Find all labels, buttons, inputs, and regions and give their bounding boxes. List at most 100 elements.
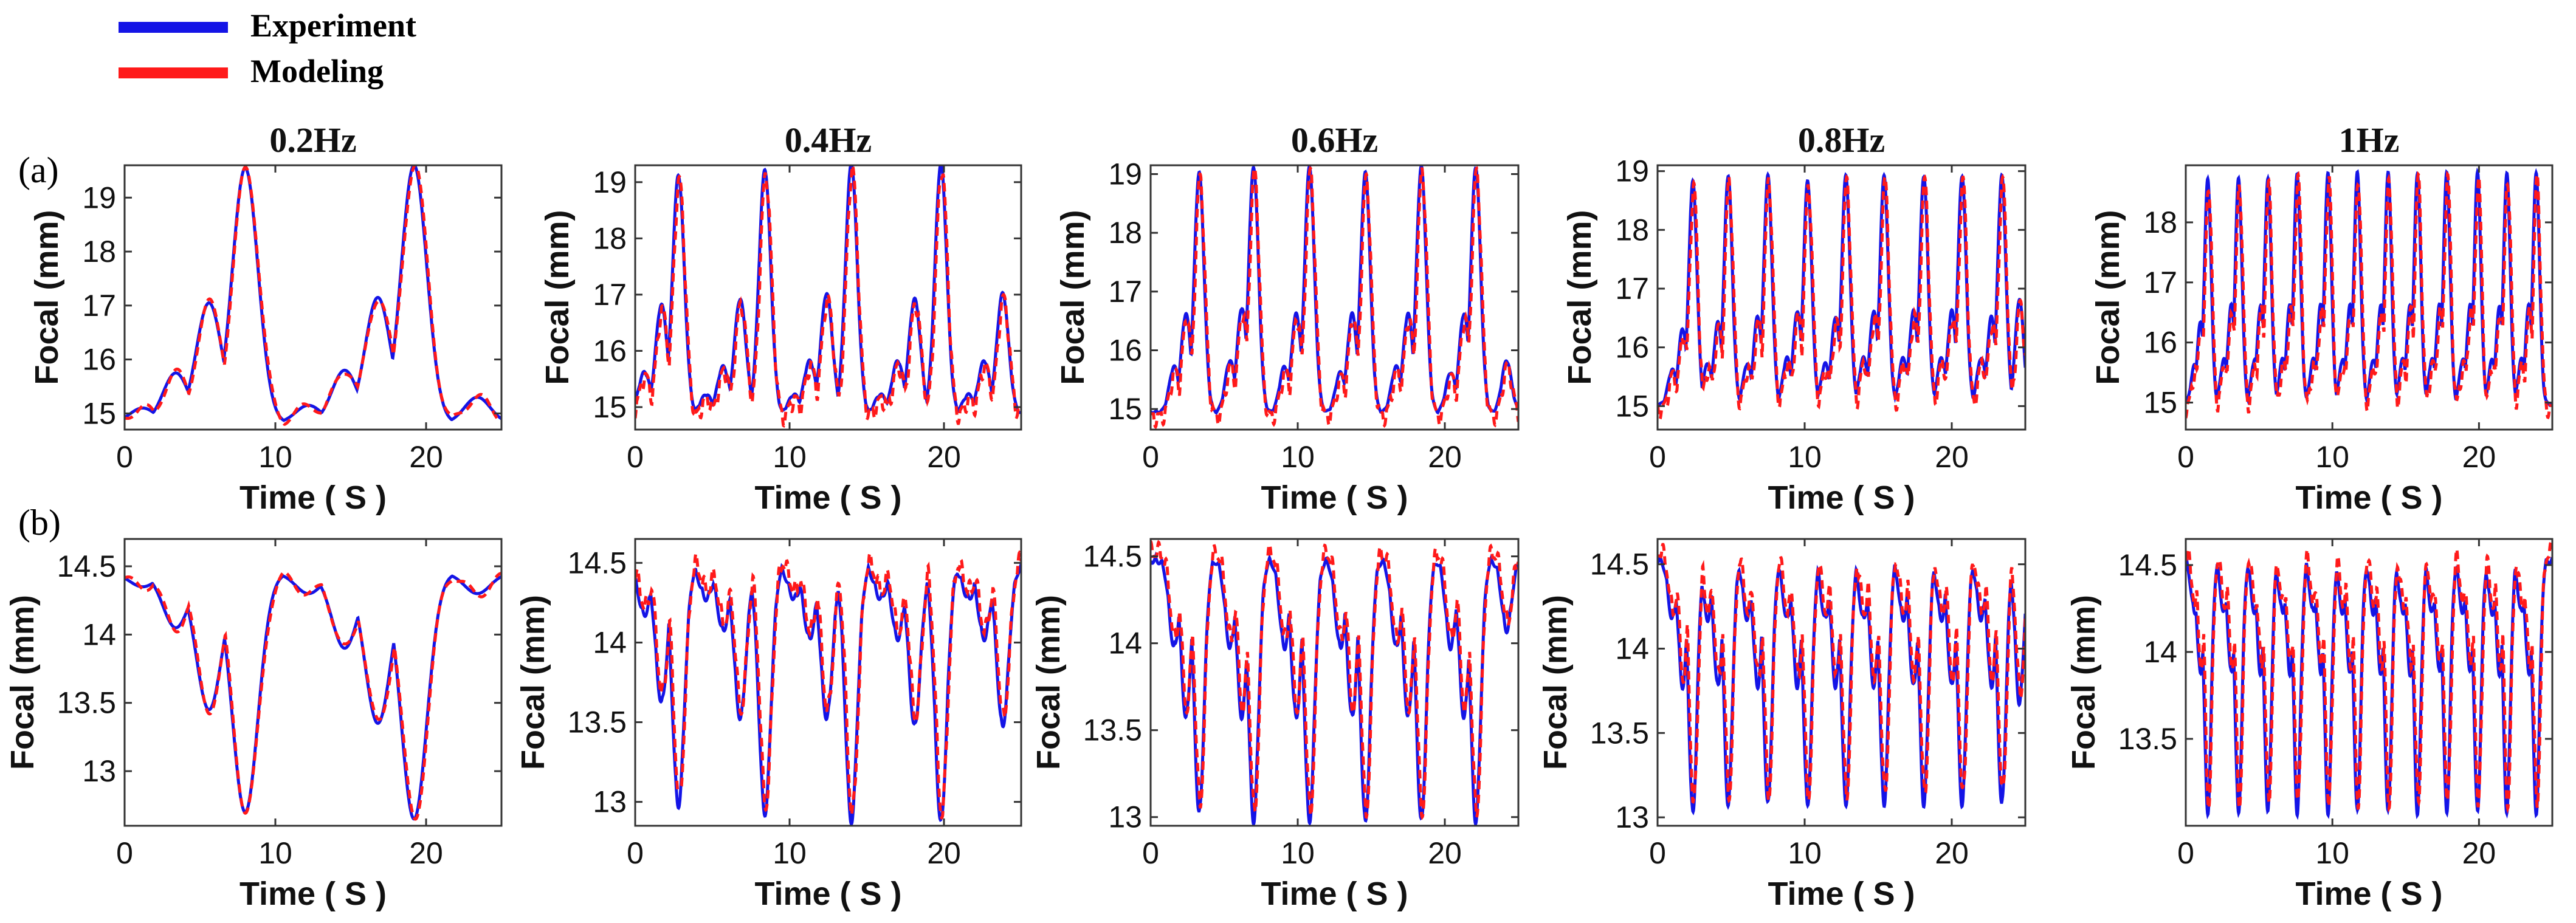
x-tick-label: 20 — [1935, 440, 1969, 474]
x-tick-label: 0 — [1142, 440, 1159, 474]
x-tick-label: 20 — [1935, 836, 1969, 870]
y-tick-label: 13 — [1615, 800, 1649, 834]
plot-frame — [634, 164, 1022, 431]
x-tick-label: 20 — [2462, 836, 2496, 870]
x-axis-label: Time ( S ) — [1261, 876, 1408, 912]
y-axis-label: Focal (mm) — [2090, 210, 2126, 385]
y-tick-label: 19 — [1108, 157, 1142, 191]
panel-title: 0.4Hz — [785, 120, 872, 160]
legend-label-experiment: Experiment — [250, 7, 416, 44]
y-tick-label: 18 — [1108, 216, 1142, 250]
y-tick-label: 16 — [2143, 326, 2177, 360]
panels: 0 10 20 15 16 17 18 19 Time ( S ) Focal (mm) 0.2Hz… — [4, 120, 2554, 912]
x-tick-label: 20 — [2462, 440, 2496, 474]
y-axis-label: Focal (mm) — [4, 595, 41, 770]
x-tick-label: 20 — [409, 440, 443, 474]
y-tick-label: 17 — [2143, 266, 2177, 300]
x-tick-label: 20 — [1428, 440, 1462, 474]
x-axis-label: Time ( S ) — [239, 479, 387, 516]
x-tick-label: 0 — [116, 836, 133, 870]
plot-frame — [123, 164, 503, 431]
series-experiment-line — [125, 574, 501, 821]
y-tick-label: 17 — [82, 289, 116, 323]
series-modeling-line — [125, 570, 501, 821]
plot-frame — [1656, 164, 2027, 431]
y-tick-label: 13 — [82, 754, 116, 788]
x-axis-label: Time ( S ) — [2295, 479, 2442, 516]
y-tick-label: 14 — [1615, 631, 1649, 665]
panel-b-3: 0 10 20 13 13.5 14 14.5 Time ( S ) Focal (mm) — [1030, 538, 1520, 912]
panel-b-1: 0 10 20 13 13.5 14 14.5 Time ( S ) Focal (mm) — [4, 538, 503, 912]
plot-frame — [123, 538, 503, 827]
y-tick-label: 18 — [2143, 205, 2177, 239]
y-tick-label: 16 — [1615, 331, 1649, 365]
x-axis-label: Time ( S ) — [2295, 876, 2442, 912]
series-modeling-line — [2186, 169, 2552, 420]
y-tick-label: 15 — [82, 396, 116, 430]
y-axis-label: Focal (mm) — [2065, 595, 2102, 770]
x-axis-label: Time ( S ) — [239, 876, 387, 912]
x-tick-label: 10 — [2315, 440, 2349, 474]
series-experiment-line — [125, 165, 501, 422]
series-modeling-line — [635, 165, 1021, 428]
y-tick-label: 14.5 — [568, 546, 627, 580]
x-tick-label: 0 — [1142, 836, 1159, 870]
x-tick-label: 0 — [116, 440, 133, 474]
y-tick-label: 15 — [1615, 389, 1649, 423]
y-tick-label: 15 — [1108, 392, 1142, 426]
y-tick-label: 15 — [2143, 386, 2177, 420]
plot-frame — [1149, 164, 1520, 431]
y-axis-label: Focal (mm) — [539, 210, 576, 385]
panel-a-5: 0 10 20 15 16 17 18 Time ( S ) Focal (mm) 1Hz — [2090, 120, 2554, 516]
y-tick-label: 18 — [1615, 213, 1649, 247]
y-tick-label: 18 — [593, 221, 627, 255]
plot-frame — [1656, 538, 2027, 827]
x-tick-label: 10 — [1788, 836, 1822, 870]
y-tick-label: 16 — [82, 343, 116, 377]
y-tick-label: 14 — [1108, 626, 1142, 661]
plot-frame — [1149, 538, 1520, 827]
row-label-b: (b) — [18, 503, 61, 543]
x-axis-label: Time ( S ) — [1768, 479, 1915, 516]
panel-b-2: 0 10 20 13 13.5 14 14.5 Time ( S ) Focal (mm) — [515, 538, 1022, 912]
x-tick-label: 0 — [2177, 836, 2194, 870]
series-experiment-line — [635, 165, 1021, 414]
y-tick-label: 13.5 — [568, 705, 627, 739]
y-tick-label: 15 — [593, 390, 627, 424]
series-modeling-line — [635, 550, 1021, 820]
x-tick-label: 10 — [258, 440, 292, 474]
panel-a-4: 0 10 20 15 16 17 18 19 Time ( S ) Focal (mm) 0.8Hz — [1562, 120, 2027, 516]
y-tick-label: 13.5 — [1590, 716, 1649, 750]
y-tick-label: 14 — [593, 625, 627, 659]
legend-label-modeling: Modeling — [250, 53, 384, 89]
y-tick-label: 14.5 — [1083, 540, 1142, 574]
series-modeling-line — [1151, 540, 1518, 822]
series-modeling-line — [125, 165, 501, 426]
y-axis-label: Focal (mm) — [1562, 210, 1598, 385]
y-tick-label: 17 — [1615, 272, 1649, 306]
x-tick-label: 0 — [627, 440, 644, 474]
y-tick-label: 19 — [82, 180, 116, 214]
y-tick-label: 19 — [1615, 154, 1649, 188]
y-tick-label: 13.5 — [2118, 722, 2177, 756]
y-tick-label: 17 — [1108, 275, 1142, 309]
y-tick-label: 14.5 — [57, 549, 116, 583]
x-tick-label: 0 — [627, 836, 644, 870]
series-experiment-line — [2186, 167, 2552, 407]
x-tick-label: 10 — [2315, 836, 2349, 870]
y-axis-label: Focal (mm) — [515, 595, 551, 770]
y-tick-label: 13 — [1108, 800, 1142, 834]
series-modeling-line — [1658, 173, 2025, 421]
y-axis-label: Focal (mm) — [1537, 595, 1574, 770]
y-tick-label: 16 — [593, 334, 627, 368]
panel-b-4: 0 10 20 13 13.5 14 14.5 Time ( S ) Focal (mm) — [1537, 538, 2027, 912]
x-tick-label: 0 — [1649, 440, 1666, 474]
y-tick-label: 14.5 — [2118, 548, 2177, 582]
y-tick-label: 17 — [593, 278, 627, 312]
x-axis-label: Time ( S ) — [1768, 876, 1915, 912]
x-tick-label: 10 — [1788, 440, 1822, 474]
y-tick-label: 13 — [593, 785, 627, 819]
plot-frame — [2185, 164, 2554, 431]
panel-a-3: 0 10 20 15 16 17 18 19 Time ( S ) Focal (mm) 0.6Hz — [1055, 120, 1520, 516]
